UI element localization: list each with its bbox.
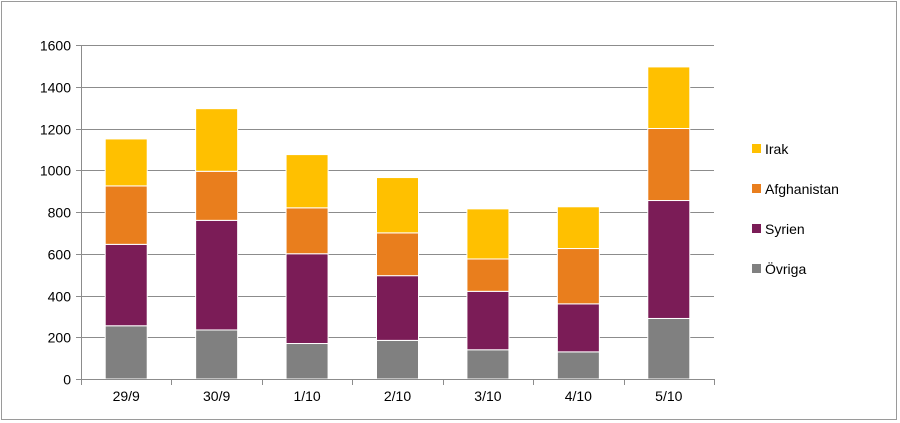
bar-segment--vriga [195,329,239,380]
y-tick-label: 0 [63,372,71,388]
bar-segment-syrien [556,303,600,353]
bar-segment-irak [195,108,239,172]
bar-segment--vriga [376,339,419,380]
y-tick-label: 400 [48,289,72,305]
y-tick-label: 600 [48,247,72,263]
x-tick-label: 3/10 [474,388,501,404]
bar-segment-irak [376,177,419,234]
legend: Irak Afghanistan Syrien Övriga [752,141,839,277]
bar-segment-afghanistan [556,248,600,305]
axes: 0 200 400 600 800 1000 1200 1400 1600 29/9 30/9 1/1… [40,38,715,404]
y-tick-label: 1400 [40,80,71,96]
y-tick-label: 1600 [40,38,71,54]
x-tick-label: 1/10 [293,388,320,404]
x-tick-label: 5/10 [655,388,682,404]
bar-segment-afghanistan [104,185,148,245]
bar-segment--vriga [556,351,600,380]
y-tick-label: 1200 [40,122,71,138]
gridlines [81,45,714,338]
y-tick-label: 1000 [40,163,71,179]
bar-segment-irak [466,208,510,260]
legend-label: Syrien [765,221,805,237]
bar-segment--vriga [104,325,148,380]
bar-segment-syrien [647,200,691,319]
bars [104,66,691,380]
y-tick-label: 200 [48,330,72,346]
x-tick-label: 2/10 [384,388,411,404]
x-tick-label: 4/10 [565,388,592,404]
bar-segment-syrien [466,290,510,351]
bar-segment-afghanistan [466,258,510,292]
legend-label: Irak [765,141,789,157]
bar-segment-afghanistan [195,170,239,221]
legend-label: Övriga [765,260,806,277]
bar-segment--vriga [285,343,329,380]
legend-label: Afghanistan [765,181,839,197]
legend-swatch [752,144,761,153]
bar-segment-syrien [285,253,329,345]
bar-segment-syrien [104,243,148,327]
bar-segment-irak [647,66,691,129]
bar-segment-afghanistan [647,128,691,202]
bar-segment-irak [556,206,600,250]
x-tick-label: 29/9 [113,388,140,404]
bar-segment--vriga [647,317,691,380]
legend-swatch [752,184,761,193]
y-tick-label: 800 [48,205,72,221]
x-tick-label: 30/9 [203,388,230,404]
bar-segment-irak [285,154,329,209]
bar-segment-afghanistan [376,232,419,277]
legend-swatch [752,264,761,273]
bar-segment-afghanistan [285,207,329,255]
bar-segment-irak [104,138,148,187]
bar-segment--vriga [466,349,510,380]
legend-swatch [752,224,761,233]
bar-segment-syrien [195,219,239,331]
bar-segment-syrien [376,275,419,341]
